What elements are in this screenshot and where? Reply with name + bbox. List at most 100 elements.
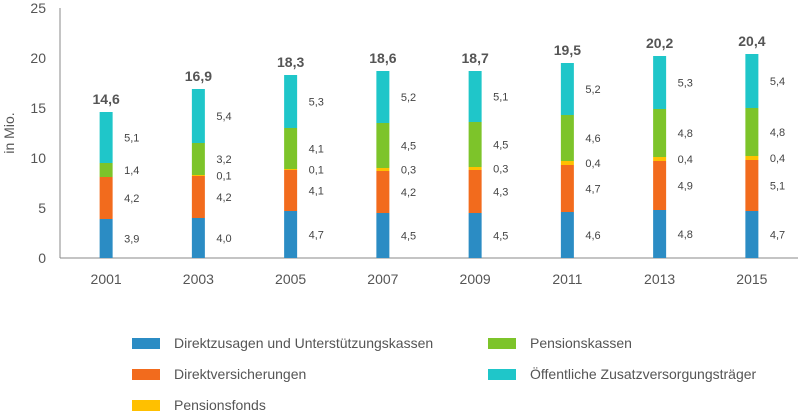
legend-label: Direktzusagen und Unterstützungskassen <box>174 335 434 351</box>
segment-value-label: 4,8 <box>770 127 785 139</box>
segment-value-label: 4,1 <box>309 186 324 198</box>
legend-swatch <box>488 368 516 380</box>
bar-segment <box>99 112 113 163</box>
segment-value-label: 4,5 <box>401 231 416 243</box>
bar-segment <box>191 218 205 258</box>
segment-value-label: 0,1 <box>216 171 231 183</box>
bar-segment <box>468 167 482 170</box>
x-tick-label: 2009 <box>460 271 491 287</box>
bar-segment <box>653 210 667 258</box>
segment-value-label: 5,2 <box>401 92 416 104</box>
bar-segment <box>745 108 759 156</box>
bar-segment <box>653 109 667 157</box>
bar-segment <box>653 161 667 210</box>
y-tick-label: 20 <box>30 50 46 66</box>
bar-segment <box>284 211 298 258</box>
bar-segment <box>284 170 298 211</box>
bar-segment <box>560 115 574 161</box>
bar-segment <box>191 143 205 175</box>
segment-value-label: 4,1 <box>309 144 324 156</box>
bar-segment <box>376 71 390 123</box>
legend-swatch <box>488 337 516 349</box>
bar-total-label: 18,3 <box>277 54 304 70</box>
y-axis-label: in Mio. <box>1 112 17 153</box>
segment-value-label: 4,5 <box>493 231 508 243</box>
bar-segment <box>468 170 482 213</box>
segment-value-label: 4,2 <box>401 187 416 199</box>
bar-segment <box>468 122 482 167</box>
legend-item: Direktzusagen und Unterstützungskassen <box>132 335 433 351</box>
y-tick-label: 0 <box>38 250 46 266</box>
y-tick-label: 5 <box>38 200 46 216</box>
segment-value-label: 4,2 <box>124 193 139 205</box>
x-tick-label: 2003 <box>183 271 214 287</box>
bar-segment <box>745 156 759 160</box>
bar-total-label: 16,9 <box>185 68 212 84</box>
bar-segment <box>653 56 667 109</box>
segment-value-label: 5,3 <box>309 97 324 109</box>
bar-segment <box>653 157 667 161</box>
segment-value-label: 5,4 <box>770 76 785 88</box>
segment-value-label: 0,4 <box>678 154 693 166</box>
segment-value-label: 4,8 <box>678 128 693 140</box>
bar-segment <box>376 213 390 258</box>
x-tick-label: 2015 <box>736 271 767 287</box>
segment-value-label: 4,7 <box>309 230 324 242</box>
segment-value-label: 0,3 <box>401 165 416 177</box>
bar-segment <box>99 177 113 219</box>
segment-value-label: 4,8 <box>678 229 693 241</box>
legend-item: Direktversicherungen <box>132 366 306 382</box>
bar-segment <box>560 161 574 165</box>
segment-value-label: 4,2 <box>216 192 231 204</box>
bar-total-label: 19,5 <box>554 42 581 58</box>
y-tick-label: 15 <box>30 100 46 116</box>
bar-total-label: 20,2 <box>646 35 673 51</box>
legend-label: Pensionskassen <box>530 335 632 351</box>
legend-item: Öffentliche Zusatzversorgungsträger <box>488 366 756 382</box>
segment-value-label: 4,6 <box>585 230 600 242</box>
y-tick-label: 25 <box>30 0 46 16</box>
legend-swatch <box>132 368 160 380</box>
bar-total-label: 18,7 <box>462 50 489 66</box>
bar-segment <box>468 71 482 122</box>
x-tick-label: 2013 <box>644 271 675 287</box>
bar-segment <box>376 171 390 213</box>
legend-item: Pensionsfonds <box>132 397 266 413</box>
legend-label: Öffentliche Zusatzversorgungsträger <box>530 366 757 382</box>
bar-segment <box>99 163 113 177</box>
x-tick-label: 2007 <box>367 271 398 287</box>
segment-value-label: 4,5 <box>493 140 508 152</box>
segment-value-label: 4,7 <box>770 230 785 242</box>
legend-swatch <box>132 399 160 411</box>
bar-segment <box>99 219 113 258</box>
bar-segment <box>191 89 205 143</box>
legend-label: Direktversicherungen <box>174 366 307 382</box>
bar-segment <box>560 165 574 212</box>
bar-total-label: 18,6 <box>369 50 396 66</box>
bar-segment <box>745 211 759 258</box>
bar-segment <box>468 213 482 258</box>
segment-value-label: 0,1 <box>309 165 324 177</box>
bar-segment <box>745 54 759 108</box>
legend-item: Pensionskassen <box>488 335 632 351</box>
segment-value-label: 0,4 <box>770 153 785 165</box>
segment-value-label: 4,0 <box>216 233 231 245</box>
segment-value-label: 5,4 <box>216 111 231 123</box>
segment-value-label: 5,1 <box>770 181 785 193</box>
x-tick-label: 2011 <box>552 271 582 287</box>
bar-segment <box>560 63 574 115</box>
bar-segment <box>376 168 390 171</box>
bar-segment <box>376 123 390 168</box>
segment-value-label: 4,3 <box>493 187 508 199</box>
bar-segment <box>284 128 298 169</box>
segment-value-label: 3,9 <box>124 234 139 246</box>
bar-segment <box>191 175 205 176</box>
chart-labels: 3,9 4,2 1,4 5,1 14,6 4,0 4,2 0,1 3,2 5,4 16,9 4,7 4,… <box>93 33 786 246</box>
segment-value-label: 0,3 <box>493 164 508 176</box>
bar-segment <box>745 160 759 211</box>
y-tick-label: 10 <box>30 150 46 166</box>
stacked-bar-chart: 0 5 10 15 20 25 2001 2003 2005 2007 2009 2011 2013 20… <box>1 0 798 287</box>
segment-value-label: 4,7 <box>585 184 600 196</box>
legend-swatch <box>132 337 160 349</box>
x-tick-label: 2001 <box>91 271 122 287</box>
